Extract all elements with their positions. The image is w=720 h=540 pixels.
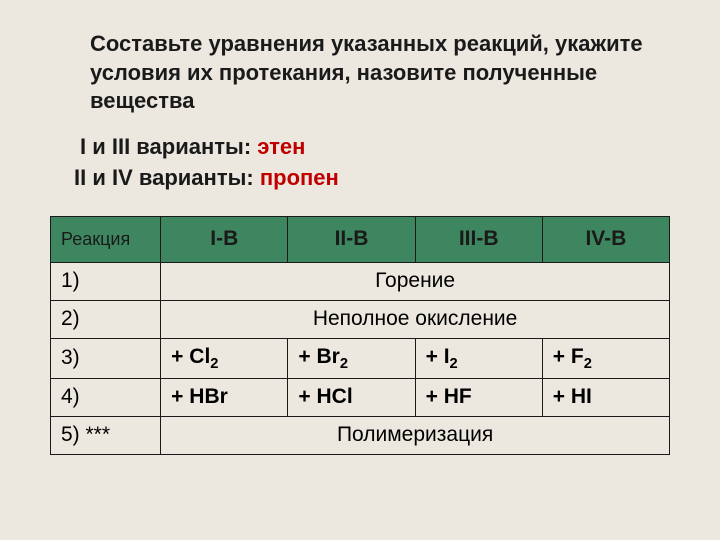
variants-block: I и III варианты: этен II и IV варианты:… [80,134,670,191]
col-header-3: III-В [415,216,542,262]
table-row: 3) + Cl2 + Br2 + I2 + F2 [51,338,670,378]
cell-formula: + F2 [542,338,669,378]
cell-formula: + HI [542,378,669,416]
cell-formula: + HCl [288,378,415,416]
cell-formula: + Cl2 [161,338,288,378]
col-header-reaction: Реакция [51,216,161,262]
row-label: 2) [51,300,161,338]
col-header-4: IV-В [542,216,669,262]
cell-formula: + Br2 [288,338,415,378]
variant-2-prefix: II и IV варианты: [74,165,260,190]
table-header-row: Реакция I-В II-В III-В IV-В [51,216,670,262]
col-header-2: II-В [288,216,415,262]
page-title: Составьте уравнения указанных реакций, у… [90,30,670,116]
table-row: 2) Неполное окисление [51,300,670,338]
row-span-value: Горение [161,262,670,300]
variant-line-1: I и III варианты: этен [80,134,670,160]
variant-line-2: II и IV варианты: пропен [74,165,670,191]
table-row: 4) + HBr + HCl + HF + HI [51,378,670,416]
cell-formula: + HF [415,378,542,416]
variant-1-value: этен [257,134,305,159]
cell-formula: + HBr [161,378,288,416]
row-label: 4) [51,378,161,416]
row-label: 1) [51,262,161,300]
row-span-value: Неполное окисление [161,300,670,338]
variant-2-value: пропен [260,165,339,190]
row-span-value: Полимеризация [161,416,670,454]
cell-formula: + I2 [415,338,542,378]
reactions-table: Реакция I-В II-В III-В IV-В 1) Горение 2… [50,216,670,455]
col-header-1: I-В [161,216,288,262]
variant-1-prefix: I и III варианты: [80,134,257,159]
row-label: 3) [51,338,161,378]
table-row: 5) *** Полимеризация [51,416,670,454]
row-label: 5) *** [51,416,161,454]
table-row: 1) Горение [51,262,670,300]
